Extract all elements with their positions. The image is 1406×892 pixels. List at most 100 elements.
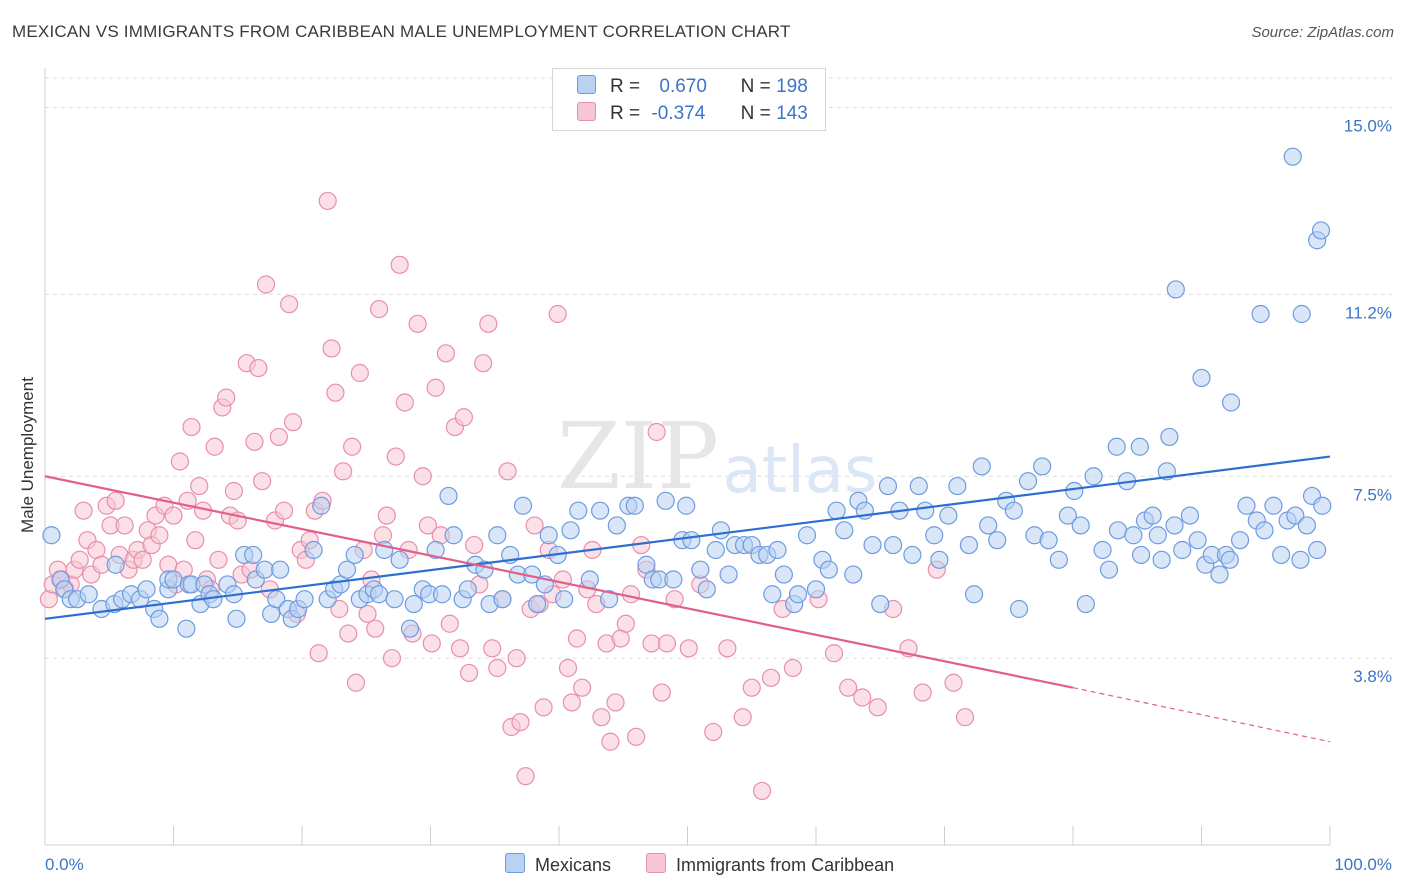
mexican-point bbox=[304, 540, 323, 560]
mexican-point bbox=[137, 580, 156, 599]
mexican-point bbox=[106, 555, 125, 574]
mexican-point bbox=[244, 545, 263, 565]
mexican-point bbox=[42, 526, 61, 545]
mexicans-n-label: N = bbox=[740, 76, 771, 97]
mexican-point bbox=[664, 570, 683, 589]
mexican-point bbox=[988, 531, 1007, 550]
mexican-point bbox=[1264, 496, 1283, 515]
caribbean-point bbox=[245, 432, 264, 451]
mexican-point bbox=[909, 476, 928, 496]
mexican-point bbox=[1286, 506, 1305, 525]
mexican-point bbox=[625, 496, 644, 515]
mexican-point bbox=[1180, 506, 1200, 525]
mexican-point bbox=[1049, 550, 1068, 569]
caribbean-point bbox=[567, 629, 587, 648]
caribbean-point bbox=[616, 614, 635, 633]
x-tick-label-min: 0.0% bbox=[45, 855, 84, 874]
caribbean-point bbox=[190, 476, 209, 496]
caribbean-point bbox=[592, 708, 611, 727]
caribbean-point bbox=[601, 732, 620, 751]
caribbean-point bbox=[350, 363, 369, 383]
caribbean-point bbox=[418, 516, 438, 535]
caribbean-point bbox=[761, 668, 781, 687]
mexican-point bbox=[1192, 368, 1211, 388]
caribbean-point bbox=[944, 673, 963, 692]
mexican-point bbox=[819, 560, 838, 579]
caribbean-n-label: N = bbox=[740, 103, 771, 124]
mexican-point bbox=[1132, 545, 1151, 565]
mexican-point bbox=[1291, 550, 1310, 569]
mexican-point bbox=[1220, 550, 1239, 569]
caribbean-point bbox=[133, 550, 152, 569]
mexican-point bbox=[972, 457, 991, 476]
caribbean-point bbox=[824, 644, 844, 663]
y-tick-label: 7.5% bbox=[1353, 485, 1392, 504]
mexican-point bbox=[1076, 594, 1095, 614]
mexican-point bbox=[561, 521, 580, 540]
mexican-point bbox=[150, 609, 169, 628]
mexican-point bbox=[439, 486, 458, 506]
caribbean-point bbox=[525, 516, 544, 535]
trend-lines bbox=[44, 455, 1331, 743]
caribbean-point bbox=[106, 491, 125, 510]
mexican-point bbox=[271, 560, 290, 579]
caribbean-point bbox=[548, 304, 567, 324]
stats-box: R = 0.670 N = 198 R = -0.374 N = 143 bbox=[552, 68, 826, 131]
chart-title: MEXICAN VS IMMIGRANTS FROM CARIBBEAN MAL… bbox=[12, 22, 791, 41]
caribbean-point bbox=[752, 781, 772, 801]
caribbean-point bbox=[256, 275, 276, 294]
mexican-point bbox=[177, 619, 196, 638]
mexican-point bbox=[806, 580, 826, 599]
caribbean-point bbox=[74, 501, 93, 520]
source-label: Source: ZipAtlas.com bbox=[1251, 24, 1394, 41]
mexican-point bbox=[1160, 427, 1179, 447]
caribbean-point bbox=[249, 358, 268, 378]
mexican-point bbox=[432, 585, 452, 604]
mexican-point bbox=[939, 506, 958, 525]
mexican-point bbox=[1165, 516, 1184, 535]
caribbean-point bbox=[309, 644, 328, 663]
mexican-point bbox=[555, 590, 574, 609]
caribbean-point bbox=[679, 639, 698, 658]
caribbean-point bbox=[224, 481, 243, 501]
mexican-point bbox=[488, 526, 507, 545]
mexican-point bbox=[871, 594, 890, 614]
caribbean-point bbox=[783, 658, 802, 678]
caribbean-point bbox=[382, 649, 402, 668]
mexican-point bbox=[458, 580, 477, 599]
mexican-point bbox=[580, 570, 599, 589]
mexican-point bbox=[1272, 545, 1291, 565]
caribbean-point bbox=[370, 299, 389, 319]
caribbean-point bbox=[186, 531, 205, 550]
mexican-point bbox=[656, 491, 675, 510]
legend-item-mexicans[interactable]: Mexicans bbox=[505, 853, 611, 876]
legend: Mexicans Immigrants from Caribbean bbox=[505, 853, 924, 876]
caribbean-point bbox=[326, 383, 345, 402]
mexican-point bbox=[337, 560, 357, 579]
mexican-point bbox=[979, 516, 998, 535]
mexican-point bbox=[1107, 437, 1126, 456]
mexican-point bbox=[1058, 506, 1077, 525]
legend-item-caribbean[interactable]: Immigrants from Caribbean bbox=[646, 853, 894, 876]
caribbean-point bbox=[657, 634, 677, 653]
caribbean-point bbox=[386, 447, 405, 466]
mexican-point bbox=[1018, 472, 1038, 491]
mexican-point bbox=[1255, 521, 1274, 540]
mexican-point bbox=[493, 590, 512, 609]
mexican-point bbox=[404, 594, 423, 614]
mexican-point bbox=[426, 540, 445, 560]
caribbean-point bbox=[483, 639, 502, 658]
caribbean-point bbox=[839, 678, 858, 697]
stats-row-mexicans: R = 0.670 N = 198 bbox=[577, 75, 808, 101]
caribbean-point bbox=[534, 698, 553, 717]
mexican-point bbox=[400, 619, 420, 638]
axes bbox=[44, 68, 1331, 846]
caribbean-point bbox=[718, 639, 737, 658]
caribbean-point bbox=[358, 604, 377, 624]
mexican-point bbox=[691, 560, 710, 579]
mexican-point bbox=[711, 521, 731, 540]
mexican-point bbox=[591, 501, 610, 520]
mexican-point bbox=[959, 535, 979, 555]
mexican-point bbox=[1143, 506, 1162, 525]
mexican-point bbox=[227, 609, 246, 628]
